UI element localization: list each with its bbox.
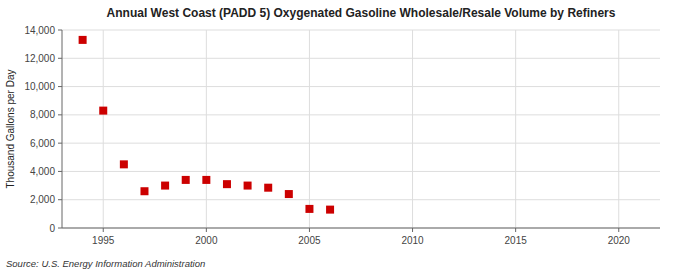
tick-label: 2000 bbox=[195, 235, 218, 246]
tick-label: 6,000 bbox=[30, 138, 55, 149]
tick-label: 14,000 bbox=[24, 25, 55, 36]
tick-mark bbox=[309, 228, 310, 232]
tick-label: 2015 bbox=[505, 235, 528, 246]
point bbox=[264, 184, 272, 192]
grid-line bbox=[412, 30, 413, 228]
tick-mark bbox=[58, 30, 62, 31]
title: Annual West Coast (PADD 5) Oxygenated Ga… bbox=[107, 6, 616, 20]
grid-line bbox=[62, 114, 660, 115]
point bbox=[326, 206, 334, 214]
grid-line bbox=[62, 86, 660, 87]
tick-mark bbox=[206, 228, 207, 232]
point bbox=[161, 182, 169, 190]
tick-mark bbox=[103, 228, 104, 232]
point bbox=[79, 36, 87, 44]
tick-label: 8,000 bbox=[30, 109, 55, 120]
point bbox=[244, 182, 252, 190]
x-axis-line bbox=[62, 228, 660, 229]
tick-mark bbox=[515, 228, 516, 232]
grid-line bbox=[62, 143, 660, 144]
point bbox=[285, 190, 293, 198]
point bbox=[120, 160, 128, 168]
grid-line bbox=[618, 30, 619, 228]
point bbox=[99, 107, 107, 115]
grid-line bbox=[62, 228, 660, 229]
point bbox=[182, 176, 190, 184]
tick-label: 1995 bbox=[92, 235, 115, 246]
grid-line bbox=[62, 30, 660, 31]
tick-mark bbox=[412, 228, 413, 232]
tick-mark bbox=[58, 171, 62, 172]
grid-line bbox=[103, 30, 104, 228]
point bbox=[223, 180, 231, 188]
y-axis-line bbox=[62, 30, 63, 228]
points bbox=[79, 36, 334, 214]
tick-label: 10,000 bbox=[24, 81, 55, 92]
tick-label: 12,000 bbox=[24, 53, 55, 64]
grid-line bbox=[515, 30, 516, 228]
grid-line bbox=[62, 171, 660, 172]
source: Source: U.S. Energy Information Administ… bbox=[6, 258, 205, 269]
tick-mark bbox=[618, 228, 619, 232]
tick-label: 2,000 bbox=[30, 194, 55, 205]
point bbox=[140, 187, 148, 195]
tick-label: 0 bbox=[49, 223, 55, 234]
tick-mark bbox=[58, 114, 62, 115]
tick-mark bbox=[58, 58, 62, 59]
tick-label: 4,000 bbox=[30, 166, 55, 177]
grid-line bbox=[309, 30, 310, 228]
tick-mark bbox=[58, 228, 62, 229]
tick-mark bbox=[58, 143, 62, 144]
point bbox=[305, 205, 313, 213]
point bbox=[202, 176, 210, 184]
tick-mark bbox=[58, 86, 62, 87]
chart: 0 2,000 4,000 6,000 8,000 10,000 12,000 14,000 1… bbox=[0, 0, 675, 275]
tick-label: 2010 bbox=[401, 235, 424, 246]
tick-label: 2020 bbox=[608, 235, 631, 246]
axis-label: Thousand Gallons per Day bbox=[5, 70, 16, 189]
grid-line bbox=[62, 199, 660, 200]
grid-line bbox=[62, 58, 660, 59]
tick-mark bbox=[58, 199, 62, 200]
grid-line bbox=[206, 30, 207, 228]
tick-label: 2005 bbox=[298, 235, 321, 246]
